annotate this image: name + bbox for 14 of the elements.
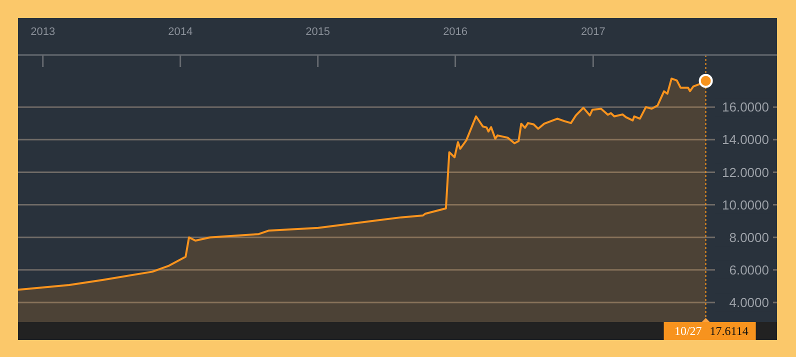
x-tick-label: 2015 <box>306 26 330 38</box>
y-tick-label: 14.0000 <box>722 132 769 148</box>
y-tick-label: 12.0000 <box>722 164 769 180</box>
y-tick-label: 4.0000 <box>729 295 769 310</box>
x-tick-label: 2017 <box>580 26 606 38</box>
text: 10/27 <box>674 324 702 338</box>
x-tick-label: 2016 <box>443 26 468 38</box>
x-tick-label: 2014 <box>168 26 193 38</box>
y-tick-label: 6.0000 <box>729 262 769 278</box>
y-tick-label: 10.0000 <box>722 197 769 212</box>
y-tick-label: 8.0000 <box>729 230 769 245</box>
y-tick-label: 16.0000 <box>722 100 769 115</box>
text: 17.6114 <box>710 324 748 338</box>
x-tick-label: 2013 <box>30 26 56 38</box>
